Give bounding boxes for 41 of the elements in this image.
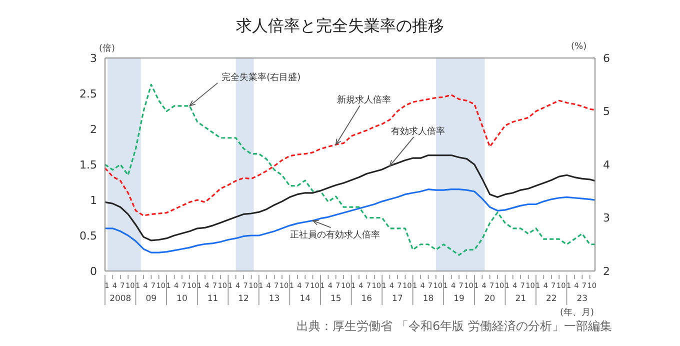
y2-tick-label: 5 (603, 105, 610, 118)
x2-tick-label: 22 (546, 294, 557, 304)
line-series (105, 188, 595, 254)
y2-tick-label: 2 (603, 264, 610, 278)
y-tick-label: 0.5 (80, 229, 97, 242)
x2-tick-label: 19 (454, 294, 464, 304)
x-axis-title: (年、月) (560, 306, 594, 319)
x2-tick-label: 17 (392, 294, 403, 304)
x2-tick-label: 09 (146, 294, 157, 304)
x2-tick-label: 20 (484, 294, 496, 304)
text: 有効求人倍率 (390, 126, 445, 137)
x2-tick-label: 10 (176, 294, 188, 304)
x2-tick-label: 14 (300, 294, 311, 304)
y-axis-title: (倍) (99, 42, 116, 55)
x2-tick-label: 12 (238, 294, 249, 304)
line-series (105, 84, 595, 256)
y2-tick-label: 6 (603, 52, 610, 65)
x2-tick-label: 16 (361, 294, 372, 304)
y2-tick-label: 3 (603, 212, 610, 225)
y-tick-label: 2 (90, 122, 97, 136)
source-note: 出典：厚生労働省 「令和6年版 労働経済の分析」一部編集 (296, 318, 612, 335)
x2-tick-label: 21 (515, 294, 526, 304)
line-series (105, 94, 595, 216)
y2-tick-label: 4 (603, 158, 610, 172)
x2-tick-label: 18 (422, 294, 434, 304)
series-label: 新規求人倍率 (336, 94, 391, 106)
line-series (105, 154, 595, 242)
text: 完全失業率(右目盛) (222, 72, 301, 83)
x2-tick-label: 13 (268, 294, 280, 304)
y-tick-label: 1.5 (80, 158, 97, 172)
series-label: 正社員の有効求人倍率 (290, 230, 380, 241)
y-tick-label: 0 (90, 264, 97, 278)
x2-tick-label: 23 (576, 294, 588, 304)
y2-axis-title: (%) (571, 42, 587, 52)
y-tick-label: 1 (90, 194, 97, 207)
x2-tick-label: 15 (330, 294, 342, 304)
chart-title: 求人倍率と完全失業率の推移 (235, 16, 445, 37)
y-tick-label: 3 (90, 52, 97, 65)
y-tick-label: 2.5 (80, 87, 97, 100)
x2-tick-label: 11 (207, 294, 218, 304)
x2-tick-label: 2008 (110, 294, 132, 304)
